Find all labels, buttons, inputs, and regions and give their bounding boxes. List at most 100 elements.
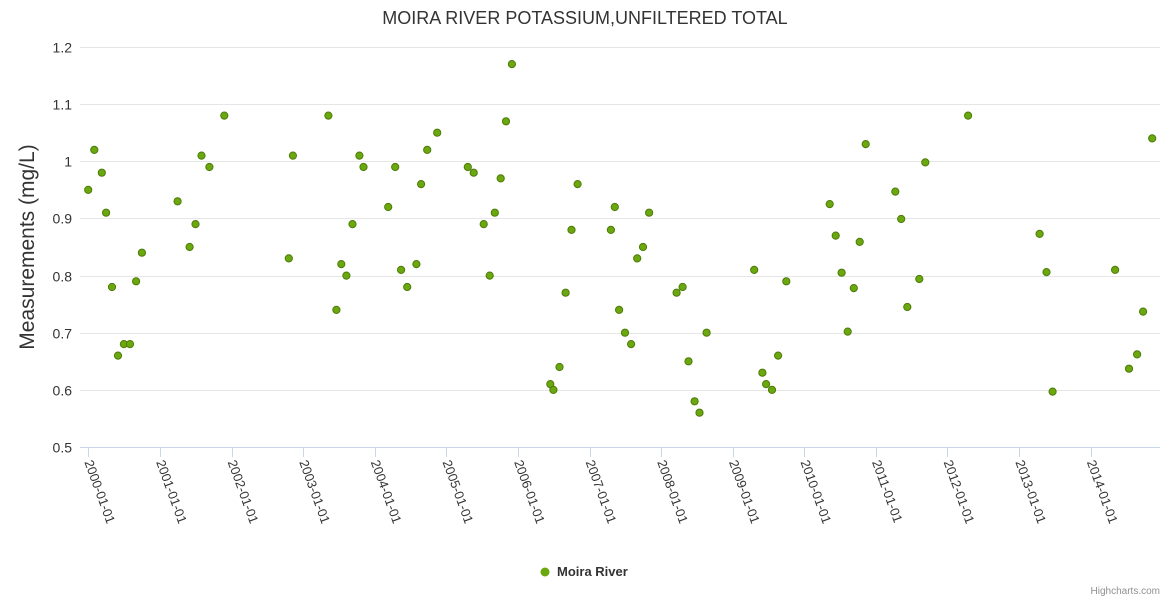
data-point[interactable]: [897, 214, 906, 224]
data-point[interactable]: [638, 242, 648, 252]
data-point[interactable]: [767, 385, 777, 394]
data-point[interactable]: [620, 328, 630, 337]
data-point[interactable]: [1042, 268, 1051, 277]
data-point[interactable]: [359, 162, 368, 172]
data-point[interactable]: [384, 202, 393, 212]
data-point[interactable]: [342, 271, 351, 280]
data-point[interactable]: [469, 168, 478, 177]
data-point[interactable]: [843, 327, 852, 336]
x-tick-label: 2001-01-01: [153, 458, 190, 526]
data-point[interactable]: [645, 208, 654, 217]
data-point[interactable]: [615, 305, 624, 314]
data-point[interactable]: [855, 237, 864, 246]
data-point[interactable]: [672, 288, 681, 297]
data-point[interactable]: [825, 200, 834, 209]
data-point[interactable]: [861, 140, 870, 149]
data-point[interactable]: [137, 248, 146, 257]
data-point[interactable]: [837, 268, 846, 277]
data-point[interactable]: [173, 197, 182, 206]
data-point[interactable]: [561, 288, 570, 297]
data-point[interactable]: [921, 158, 930, 167]
data-point[interactable]: [633, 254, 642, 263]
data-point[interactable]: [1133, 350, 1142, 359]
data-point[interactable]: [355, 151, 364, 160]
data-point[interactable]: [348, 220, 357, 229]
data-point[interactable]: [220, 111, 229, 120]
data-point[interactable]: [397, 265, 406, 274]
data-point[interactable]: [1124, 364, 1134, 373]
chart-title: MOIRA RIVER POTASSIUM,UNFILTERED TOTAL: [382, 8, 787, 28]
data-point[interactable]: [205, 162, 214, 172]
data-point[interactable]: [610, 202, 619, 212]
data-point[interactable]: [501, 117, 511, 126]
data-point[interactable]: [288, 151, 297, 160]
data-point[interactable]: [337, 260, 346, 269]
data-point[interactable]: [485, 271, 494, 280]
data-point[interactable]: [782, 277, 791, 286]
data-point[interactable]: [417, 180, 426, 189]
y-tick-label: 0.5: [53, 440, 73, 456]
data-point[interactable]: [1035, 229, 1044, 238]
data-point[interactable]: [433, 128, 442, 137]
data-point[interactable]: [132, 277, 141, 286]
data-point[interactable]: [463, 162, 472, 172]
credits-link[interactable]: Highcharts.com: [1091, 586, 1160, 597]
data-point[interactable]: [403, 282, 412, 292]
data-point[interactable]: [831, 231, 840, 240]
data-point[interactable]: [412, 260, 421, 269]
data-point[interactable]: [185, 242, 194, 252]
y-axis-title: Measurements (mg/L): [16, 144, 39, 349]
data-point[interactable]: [113, 351, 123, 360]
data-point[interactable]: [549, 385, 558, 394]
x-tick-label: 2008-01-01: [654, 458, 691, 526]
data-point[interactable]: [567, 225, 576, 234]
y-tick-label: 1.2: [53, 40, 73, 56]
data-point[interactable]: [90, 145, 99, 154]
data-point[interactable]: [423, 145, 432, 154]
data-point[interactable]: [97, 168, 106, 177]
data-point[interactable]: [606, 225, 616, 234]
data-point[interactable]: [324, 111, 333, 120]
data-point[interactable]: [284, 254, 293, 263]
data-point[interactable]: [573, 180, 582, 189]
data-point[interactable]: [84, 185, 93, 194]
data-point[interactable]: [915, 274, 924, 284]
data-point[interactable]: [1111, 265, 1120, 274]
data-point[interactable]: [507, 60, 516, 69]
x-tick-label: 2011-01-01: [869, 458, 906, 525]
data-point[interactable]: [391, 162, 400, 172]
data-point[interactable]: [102, 208, 111, 217]
y-tick-label: 0.9: [53, 211, 73, 227]
data-point[interactable]: [762, 380, 771, 389]
data-point[interactable]: [903, 302, 912, 312]
data-point[interactable]: [191, 220, 200, 229]
data-point[interactable]: [479, 220, 488, 229]
x-tick-label: 2014-01-01: [1084, 458, 1121, 526]
data-point[interactable]: [684, 357, 693, 366]
data-point[interactable]: [197, 151, 206, 160]
data-point[interactable]: [964, 111, 973, 120]
data-point[interactable]: [678, 282, 687, 292]
data-point[interactable]: [750, 265, 759, 274]
data-point[interactable]: [490, 208, 499, 217]
data-point[interactable]: [496, 174, 505, 183]
data-point[interactable]: [849, 284, 858, 293]
legend-item-moira-river[interactable]: Moira River: [557, 564, 628, 579]
data-point[interactable]: [702, 328, 711, 337]
data-point[interactable]: [690, 397, 699, 406]
legend-marker: [540, 567, 550, 577]
data-point[interactable]: [891, 187, 900, 196]
data-point[interactable]: [627, 340, 636, 349]
data-point[interactable]: [555, 362, 564, 372]
data-point[interactable]: [774, 351, 783, 360]
data-point[interactable]: [1139, 307, 1148, 316]
data-point[interactable]: [695, 408, 704, 417]
data-point[interactable]: [125, 340, 135, 349]
data-point[interactable]: [107, 282, 117, 292]
data-point[interactable]: [758, 368, 767, 377]
legend[interactable]: Moira River: [540, 564, 628, 579]
data-point[interactable]: [1148, 134, 1157, 143]
x-tick-label: 2010-01-01: [798, 458, 835, 526]
data-point[interactable]: [332, 305, 341, 314]
data-point[interactable]: [1048, 387, 1057, 396]
